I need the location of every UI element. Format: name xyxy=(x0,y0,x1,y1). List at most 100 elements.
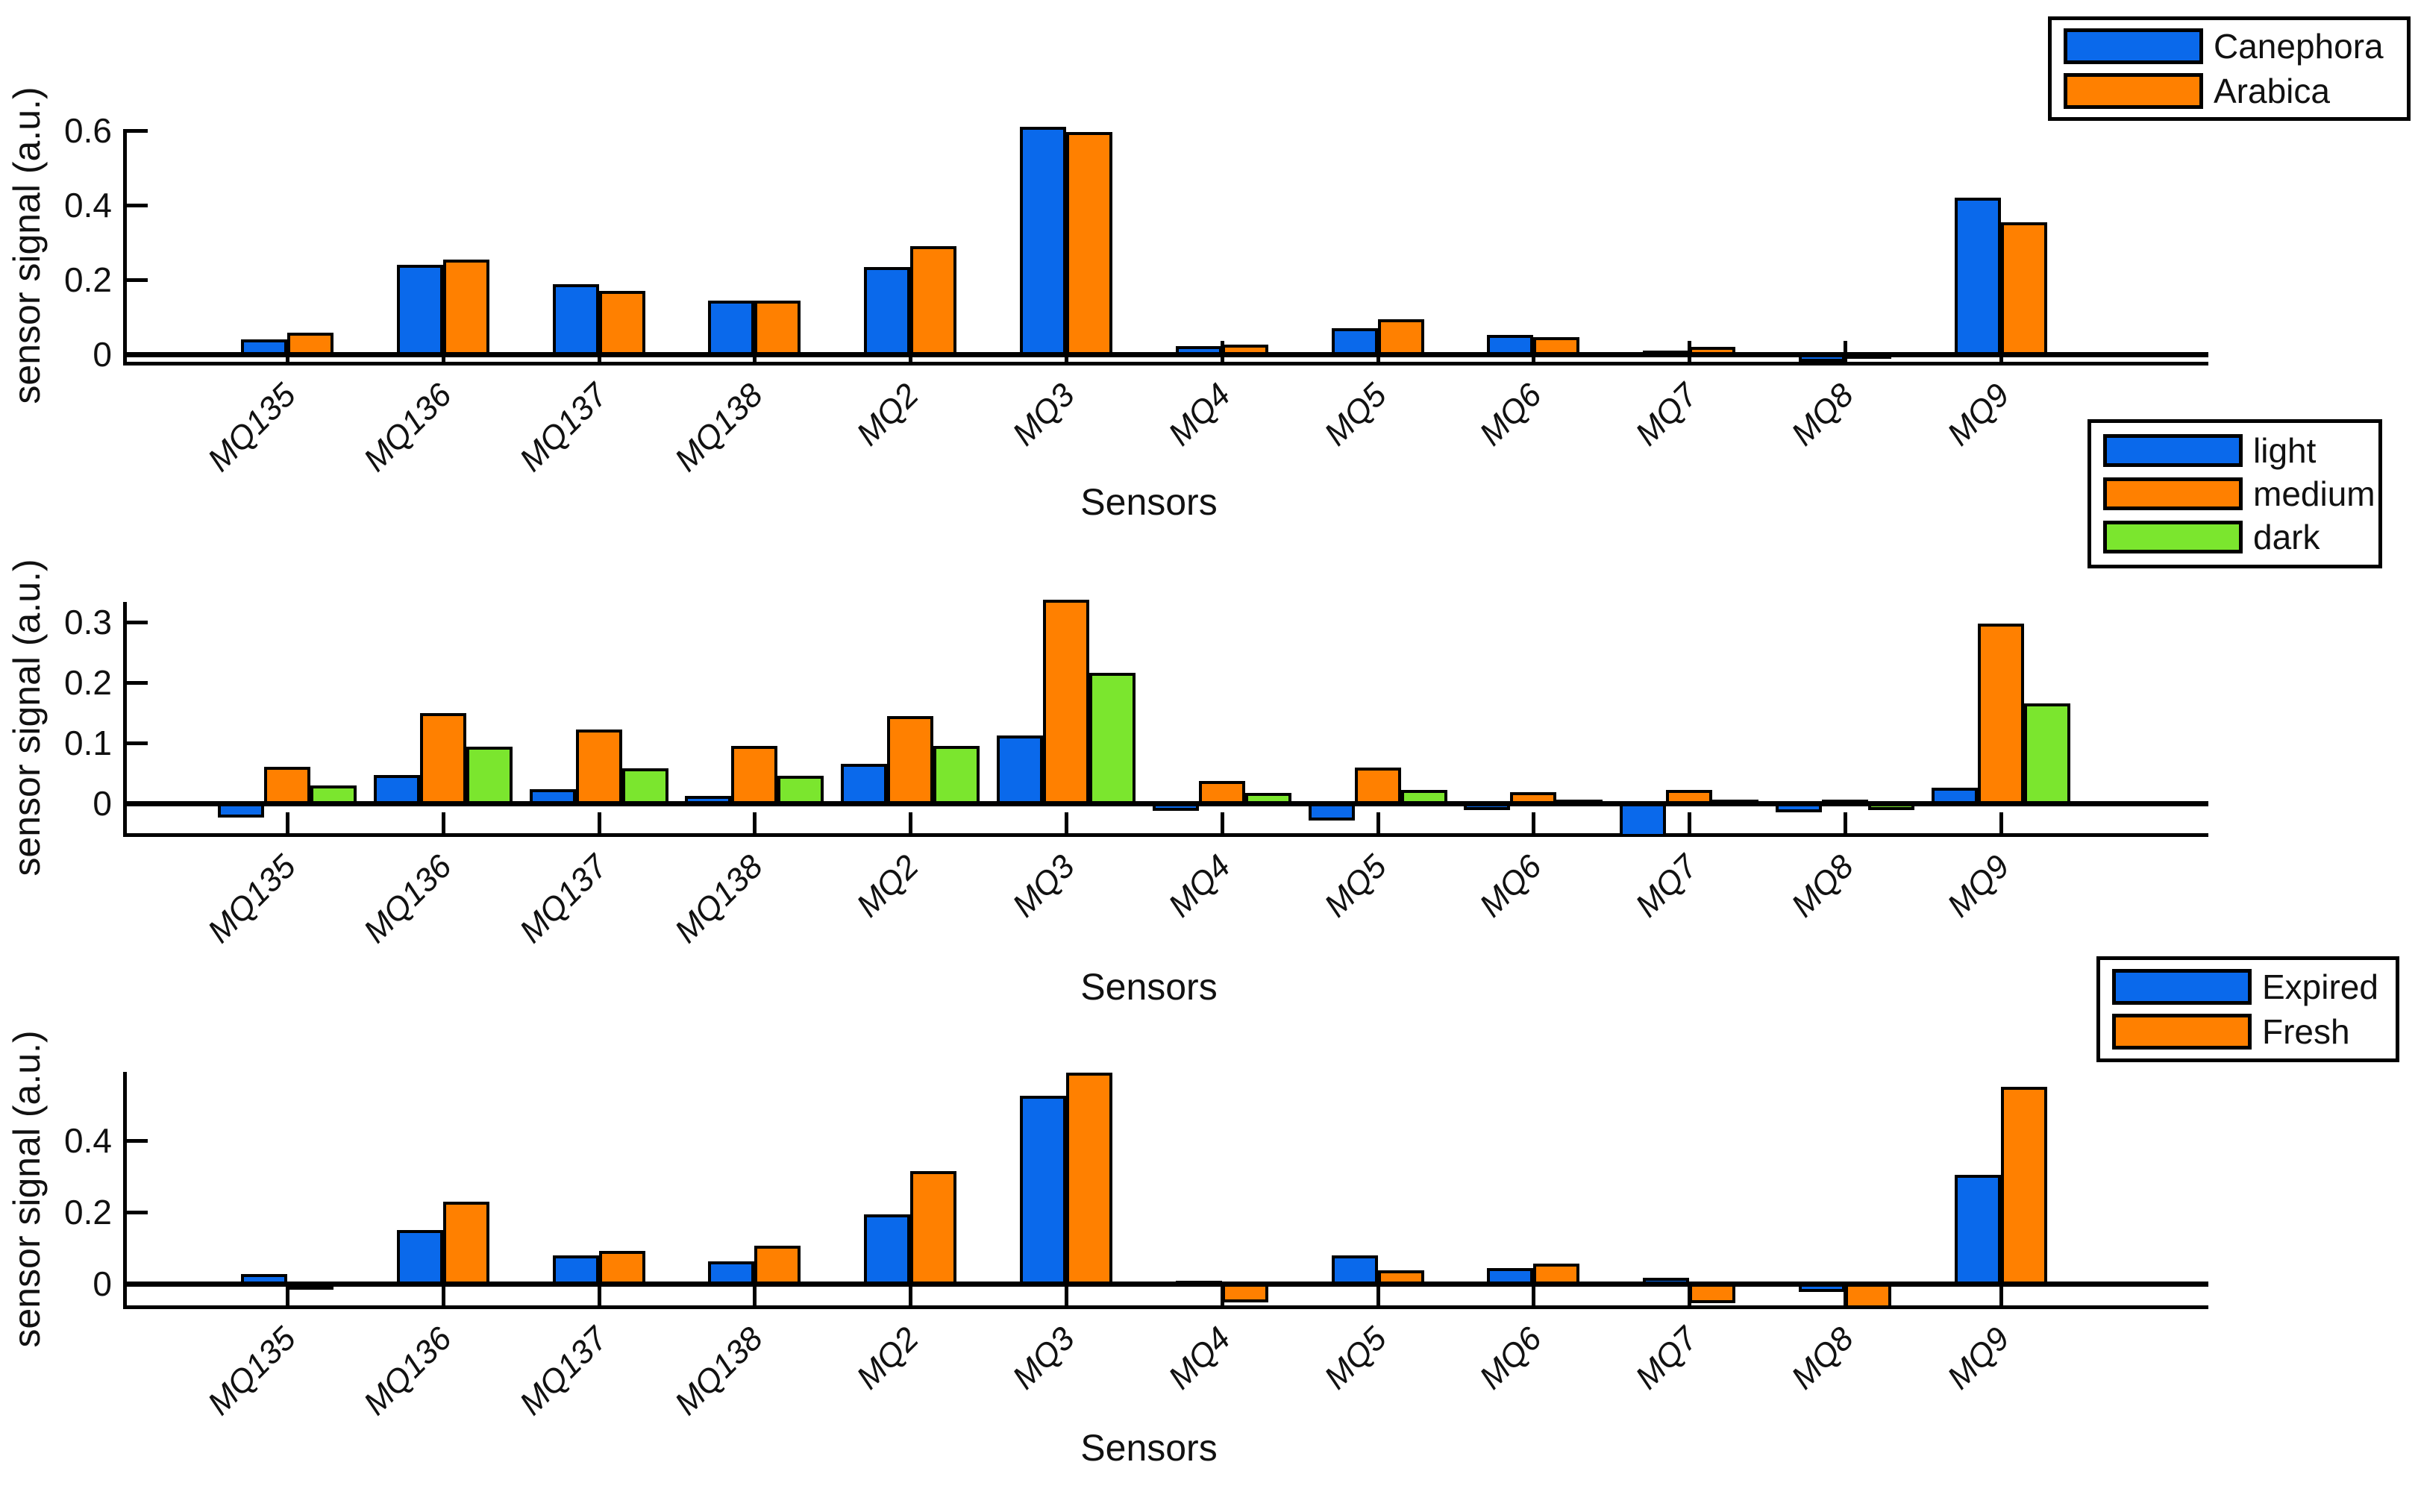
legend-swatch xyxy=(2103,521,2243,553)
legend-item-label: Canephora xyxy=(2214,27,2384,66)
x-tick xyxy=(1844,812,1847,833)
x-category-label-text: MQ8 xyxy=(1784,847,1861,924)
legend-swatch xyxy=(2112,1014,2252,1050)
y-tick-label: 0.3 xyxy=(64,603,112,641)
x-tick xyxy=(909,812,912,833)
legend-swatch xyxy=(2103,477,2243,510)
legend-item: Fresh xyxy=(2112,1014,2388,1050)
legend-item-label: Fresh xyxy=(2262,1012,2350,1051)
x-tick xyxy=(598,812,601,833)
x-tick xyxy=(1999,1284,2003,1305)
x-tick xyxy=(286,812,289,833)
y-tick-label: 0.2 xyxy=(64,1193,112,1232)
x-category-label-text: MQ6 xyxy=(1472,1320,1549,1396)
bar-Arabica-MQ5 xyxy=(1378,319,1424,357)
bar-medium-MQ2 xyxy=(887,716,933,806)
x-category-label-text: MQ7 xyxy=(1628,1320,1705,1396)
legend-item-label: light xyxy=(2253,431,2317,470)
y-tick xyxy=(127,1211,148,1214)
y-tick xyxy=(127,204,148,207)
x-category-label-text: MQ7 xyxy=(1628,376,1705,453)
legend-swatch xyxy=(2064,28,2203,64)
y-tick-label: 0 xyxy=(93,335,112,374)
x-category-label-text: MQ2 xyxy=(849,1320,926,1396)
y-tick xyxy=(127,278,148,282)
bar-Arabica-MQ9 xyxy=(2001,222,2047,357)
x-category-label-text: MQ138 xyxy=(667,847,770,950)
bar-Fresh-MQ2 xyxy=(910,1171,956,1287)
y-tick xyxy=(127,741,148,745)
x-category-label-text: MQ5 xyxy=(1317,847,1394,924)
x-tick xyxy=(1065,1284,1068,1305)
x-category-label-text: MQ137 xyxy=(512,376,615,479)
legend-box: Expired Fresh xyxy=(2096,956,2399,1062)
bar-Expired-MQ2 xyxy=(864,1214,910,1287)
bar-dark-MQ137 xyxy=(622,768,668,806)
x-category-label-text: MQ3 xyxy=(1005,847,1082,924)
x-category-label-text: MQ3 xyxy=(1005,1320,1082,1396)
legend-box: light medium dark xyxy=(2087,419,2382,568)
bar-Expired-MQ9 xyxy=(1955,1175,2001,1287)
x-tick xyxy=(753,1284,757,1305)
x-tick xyxy=(1532,812,1535,833)
bar-Canephora-MQ9 xyxy=(1955,198,2001,357)
bar-dark-MQ136 xyxy=(466,747,513,806)
x-tick xyxy=(753,812,757,833)
x-axis xyxy=(123,833,2208,837)
y-axis xyxy=(123,602,127,837)
x-tick xyxy=(286,1284,289,1305)
zero-baseline xyxy=(123,352,2208,357)
legend-item: medium xyxy=(2103,477,2375,511)
y-tick-label: 0.2 xyxy=(64,260,112,299)
legend-item: light xyxy=(2103,433,2371,468)
x-tick xyxy=(598,1284,601,1305)
x-tick xyxy=(1065,812,1068,833)
bar-light-MQ3 xyxy=(997,735,1043,806)
x-tick xyxy=(1532,1284,1535,1305)
bar-Fresh-MQ9 xyxy=(2001,1087,2047,1287)
x-axis xyxy=(123,1305,2208,1309)
x-category-label-text: MQ135 xyxy=(200,1320,303,1422)
x-category-label-text: MQ9 xyxy=(1940,1320,2017,1396)
x-category-label-text: MQ6 xyxy=(1472,847,1549,924)
bar-Fresh-MQ136 xyxy=(443,1202,489,1287)
x-axis-title: Sensors xyxy=(1080,1427,1218,1469)
bar-Canephora-MQ3 xyxy=(1020,127,1066,357)
bar-dark-MQ3 xyxy=(1089,673,1136,806)
x-category-label-text: MQ136 xyxy=(356,376,459,479)
bar-medium-MQ9 xyxy=(1978,624,2024,806)
y-tick-label: 0.1 xyxy=(64,724,112,762)
x-category-label-text: MQ2 xyxy=(849,847,926,924)
y-axis xyxy=(123,129,127,366)
x-tick xyxy=(1376,812,1380,833)
legend-swatch xyxy=(2064,73,2203,109)
legend-item: Expired xyxy=(2112,969,2388,1005)
x-category-label-text: MQ4 xyxy=(1161,1320,1238,1396)
x-category-label-text: MQ136 xyxy=(356,847,459,950)
legend-item-label: dark xyxy=(2253,518,2320,556)
x-category-label-text: MQ137 xyxy=(512,847,615,950)
legend-box: Canephora Arabica xyxy=(2048,16,2411,121)
legend-item-label: Expired xyxy=(2262,967,2378,1006)
legend-swatch xyxy=(2112,969,2252,1005)
zero-baseline xyxy=(123,801,2208,806)
y-tick xyxy=(127,681,148,685)
x-category-label-text: MQ136 xyxy=(356,1320,459,1422)
x-axis-title: Sensors xyxy=(1080,966,1218,1008)
bar-light-MQ2 xyxy=(841,764,887,806)
bar-dark-MQ9 xyxy=(2024,703,2070,806)
x-tick xyxy=(442,812,445,833)
bar-Fresh-MQ138 xyxy=(754,1246,801,1287)
y-tick-label: 0.2 xyxy=(64,663,112,702)
bar-Arabica-MQ2 xyxy=(910,246,956,357)
zero-baseline xyxy=(123,1282,2208,1287)
legend-item-label: medium xyxy=(2253,474,2375,513)
bar-medium-MQ136 xyxy=(420,713,466,806)
x-category-label-text: MQ8 xyxy=(1784,1320,1861,1396)
x-tick xyxy=(1999,812,2003,833)
bar-Fresh-MQ3 xyxy=(1066,1073,1112,1287)
legend-item-label: Arabica xyxy=(2214,72,2330,110)
x-category-label-text: MQ8 xyxy=(1784,376,1861,453)
x-tick xyxy=(442,1284,445,1305)
